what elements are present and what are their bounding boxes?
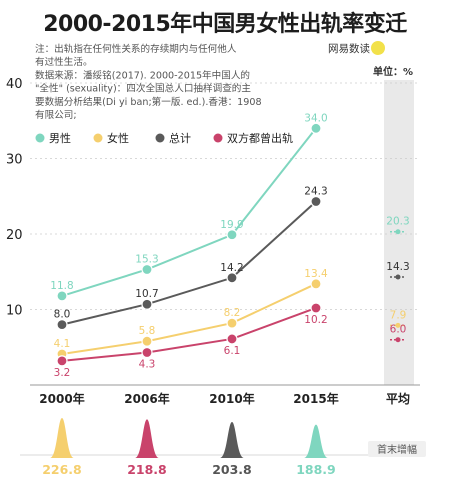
average-markers: 20.3 7.9 14.3 6.0 [386, 216, 410, 343]
x-tick-average: 平均 [386, 391, 410, 406]
avg-dot-total [395, 274, 401, 280]
unit-label: 单位：% [373, 65, 413, 78]
y-tick-40: 40 [6, 77, 23, 92]
legend-label-both: 双方都曾出轨 [227, 131, 293, 145]
data-labels: 11.8 15.3 19.9 34.0 4.1 5.8 8.2 13.4 8.0 10.7 14.2… [50, 112, 328, 379]
point-female-3 [310, 278, 322, 290]
growth-tag: 首末增幅 [368, 441, 426, 457]
x-axis-ticks: 2000年 2006年 2010年 2015年 平均 [39, 391, 410, 406]
brand-logo: 网易数读 [328, 41, 385, 55]
label-male-1: 15.3 [135, 253, 158, 265]
label-male-3: 34.0 [304, 112, 327, 124]
x-tick-1: 2006年 [124, 391, 169, 406]
point-male-2 [226, 229, 238, 241]
avg-label-female: 7.9 [390, 309, 407, 321]
growth-tag-text: 首末增幅 [377, 443, 417, 456]
label-both-3: 10.2 [304, 314, 327, 326]
legend: 男性 女性 总计 双方都曾出轨 [35, 131, 293, 145]
series-points [56, 122, 322, 367]
note-line-1: 有过性生活。 [35, 56, 93, 68]
note-line-3: "全性" (sexuality)：四次全国总人口抽样调查的主 [35, 83, 251, 95]
note-line-2: 数据来源：潘绥铭(2017). 2000-2015年中国人的 [35, 69, 250, 81]
avg-label-total: 14.3 [386, 261, 409, 273]
y-axis-ticks: 10 20 30 40 [6, 77, 23, 319]
growth-peak-female [50, 418, 74, 458]
point-both-2 [226, 333, 238, 345]
avg-dot-male [395, 229, 401, 235]
growth-value-both: 218.8 [127, 462, 167, 477]
label-male-2: 19.9 [220, 219, 243, 231]
growth-tag-box [368, 441, 426, 457]
label-total-2: 14.2 [220, 262, 243, 274]
series-line-both [61, 307, 317, 362]
label-both-1: 4.3 [139, 359, 156, 371]
growth-peaks: 226.8 218.8 203.8 188.9 [20, 418, 420, 477]
x-tick-3: 2015年 [293, 391, 338, 406]
label-female-2: 8.2 [224, 307, 241, 319]
point-both-3 [310, 302, 322, 314]
y-tick-30: 30 [6, 153, 23, 168]
label-both-0: 3.2 [54, 367, 71, 379]
point-female-1 [141, 335, 153, 347]
growth-value-male: 188.9 [296, 462, 336, 477]
growth-peak-total [220, 422, 244, 458]
growth-value-female: 226.8 [42, 462, 82, 477]
page-title: 2000-2015年中国男女性出轨率变迁 [43, 12, 407, 37]
y-tick-20: 20 [6, 228, 23, 243]
series-line-male [61, 127, 317, 297]
point-male-3 [310, 122, 322, 134]
x-tick-0: 2000年 [39, 391, 84, 406]
growth-peak-both [135, 419, 159, 458]
avg-label-male: 20.3 [386, 216, 409, 228]
legend-swatch-both [213, 133, 223, 143]
avg-dot-both [395, 337, 401, 343]
point-total-1 [141, 298, 153, 310]
legend-swatch-female [93, 133, 103, 143]
grid-lines [30, 82, 420, 310]
point-both-0 [56, 355, 68, 367]
brand-text: 网易数读 [328, 42, 370, 55]
label-female-1: 5.8 [139, 325, 156, 337]
label-female-3: 13.4 [304, 268, 328, 280]
label-total-0: 8.0 [54, 309, 71, 321]
legend-label-total: 总计 [169, 131, 191, 145]
series-line-female [61, 282, 317, 356]
growth-peak-male [304, 424, 328, 458]
legend-label-female: 女性 [107, 131, 129, 145]
point-total-3 [310, 195, 322, 208]
point-male-0 [56, 290, 68, 302]
point-male-1 [141, 263, 153, 276]
series-lines [61, 127, 317, 362]
source-notes: 注：出轨指在任何性关系的存续期内与任何他人有过性生活。数据来源：潘绥铭(2017… [35, 43, 262, 121]
point-total-2 [226, 272, 238, 284]
y-tick-10: 10 [6, 304, 23, 319]
series-line-total [61, 200, 317, 326]
point-total-0 [56, 319, 68, 331]
label-total-1: 10.7 [135, 288, 158, 300]
note-line-5: 有限公司; [35, 109, 77, 121]
legend-swatch-male [35, 133, 45, 143]
avg-label-both: 6.0 [390, 324, 407, 336]
note-line-0: 注：出轨指在任何性关系的存续期内与任何他人 [35, 43, 237, 55]
brand-icon [371, 41, 385, 55]
avg-dot-female [395, 322, 401, 328]
label-total-3: 24.3 [304, 186, 327, 198]
legend-swatch-total [155, 133, 165, 143]
label-male-0: 11.8 [50, 280, 73, 292]
point-female-2 [226, 317, 238, 329]
growth-value-total: 203.8 [212, 462, 252, 477]
note-line-4: 要数据分析结果(Di yi ban;第一版. ed.).香港：1908 [35, 96, 262, 108]
label-both-2: 6.1 [224, 345, 241, 357]
point-both-1 [141, 346, 153, 359]
label-female-0: 4.1 [54, 338, 71, 350]
x-tick-2: 2010年 [209, 391, 254, 406]
legend-label-male: 男性 [49, 131, 71, 145]
